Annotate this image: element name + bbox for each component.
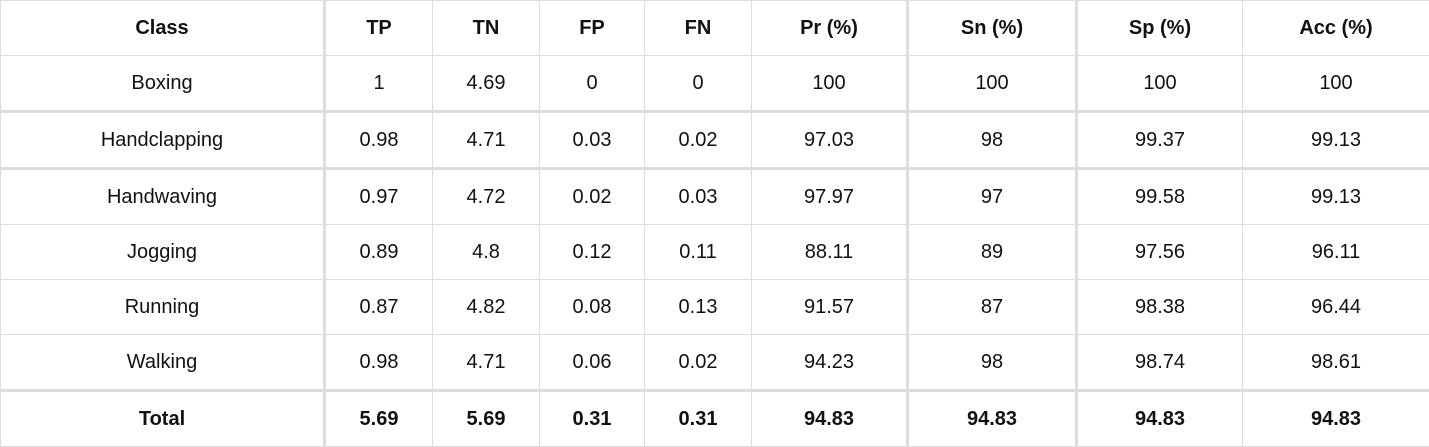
pr-cell: 100 xyxy=(752,56,908,112)
tn-cell: 4.82 xyxy=(433,280,540,335)
table-row: Jogging 0.89 4.8 0.12 0.11 88.11 89 97.5… xyxy=(1,225,1429,280)
class-cell: Handclapping xyxy=(1,112,325,169)
acc-cell: 98.61 xyxy=(1243,335,1429,391)
header-acc: Acc (%) xyxy=(1243,1,1429,56)
tp-cell: 1 xyxy=(325,56,433,112)
header-fp: FP xyxy=(540,1,645,56)
tp-cell: 0.98 xyxy=(325,335,433,391)
table-row: Walking 0.98 4.71 0.06 0.02 94.23 98 98.… xyxy=(1,335,1429,391)
sp-cell: 98.38 xyxy=(1077,280,1243,335)
tn-cell: 4.71 xyxy=(433,335,540,391)
class-cell: Walking xyxy=(1,335,325,391)
table-row: Handclapping 0.98 4.71 0.03 0.02 97.03 9… xyxy=(1,112,1429,169)
class-cell: Jogging xyxy=(1,225,325,280)
class-cell: Handwaving xyxy=(1,169,325,225)
fn-cell: 0.02 xyxy=(645,112,752,169)
table-row: Running 0.87 4.82 0.08 0.13 91.57 87 98.… xyxy=(1,280,1429,335)
class-cell: Running xyxy=(1,280,325,335)
header-row: Class TP TN FP FN Pr (%) Sn (%) Sp (%) A… xyxy=(1,1,1429,56)
fn-cell: 0 xyxy=(645,56,752,112)
class-cell: Boxing xyxy=(1,56,325,112)
sp-cell: 99.37 xyxy=(1077,112,1243,169)
fn-cell: 0.03 xyxy=(645,169,752,225)
total-sp: 94.83 xyxy=(1077,391,1243,447)
tn-cell: 4.69 xyxy=(433,56,540,112)
sn-cell: 97 xyxy=(908,169,1077,225)
sp-cell: 100 xyxy=(1077,56,1243,112)
pr-cell: 97.03 xyxy=(752,112,908,169)
fn-cell: 0.13 xyxy=(645,280,752,335)
pr-cell: 88.11 xyxy=(752,225,908,280)
sp-cell: 98.74 xyxy=(1077,335,1243,391)
fp-cell: 0.02 xyxy=(540,169,645,225)
header-sn: Sn (%) xyxy=(908,1,1077,56)
total-fp: 0.31 xyxy=(540,391,645,447)
total-fn: 0.31 xyxy=(645,391,752,447)
header-tp: TP xyxy=(325,1,433,56)
table-row: Handwaving 0.97 4.72 0.02 0.03 97.97 97 … xyxy=(1,169,1429,225)
pr-cell: 94.23 xyxy=(752,335,908,391)
tp-cell: 0.98 xyxy=(325,112,433,169)
total-sn: 94.83 xyxy=(908,391,1077,447)
acc-cell: 99.13 xyxy=(1243,112,1429,169)
sp-cell: 97.56 xyxy=(1077,225,1243,280)
total-tn: 5.69 xyxy=(433,391,540,447)
header-sp: Sp (%) xyxy=(1077,1,1243,56)
header-pr: Pr (%) xyxy=(752,1,908,56)
header-fn: FN xyxy=(645,1,752,56)
total-row: Total 5.69 5.69 0.31 0.31 94.83 94.83 94… xyxy=(1,391,1429,447)
tn-cell: 4.8 xyxy=(433,225,540,280)
total-acc: 94.83 xyxy=(1243,391,1429,447)
total-tp: 5.69 xyxy=(325,391,433,447)
tn-cell: 4.71 xyxy=(433,112,540,169)
acc-cell: 99.13 xyxy=(1243,169,1429,225)
fn-cell: 0.11 xyxy=(645,225,752,280)
sn-cell: 87 xyxy=(908,280,1077,335)
fp-cell: 0.12 xyxy=(540,225,645,280)
fp-cell: 0.06 xyxy=(540,335,645,391)
fp-cell: 0 xyxy=(540,56,645,112)
fp-cell: 0.08 xyxy=(540,280,645,335)
tp-cell: 0.89 xyxy=(325,225,433,280)
acc-cell: 96.11 xyxy=(1243,225,1429,280)
table-row: Boxing 1 4.69 0 0 100 100 100 100 xyxy=(1,56,1429,112)
pr-cell: 97.97 xyxy=(752,169,908,225)
fp-cell: 0.03 xyxy=(540,112,645,169)
acc-cell: 96.44 xyxy=(1243,280,1429,335)
sn-cell: 89 xyxy=(908,225,1077,280)
header-tn: TN xyxy=(433,1,540,56)
sp-cell: 99.58 xyxy=(1077,169,1243,225)
total-label: Total xyxy=(1,391,325,447)
header-class: Class xyxy=(1,1,325,56)
total-pr: 94.83 xyxy=(752,391,908,447)
tp-cell: 0.97 xyxy=(325,169,433,225)
fn-cell: 0.02 xyxy=(645,335,752,391)
sn-cell: 98 xyxy=(908,335,1077,391)
sn-cell: 98 xyxy=(908,112,1077,169)
tn-cell: 4.72 xyxy=(433,169,540,225)
acc-cell: 100 xyxy=(1243,56,1429,112)
tp-cell: 0.87 xyxy=(325,280,433,335)
pr-cell: 91.57 xyxy=(752,280,908,335)
sn-cell: 100 xyxy=(908,56,1077,112)
